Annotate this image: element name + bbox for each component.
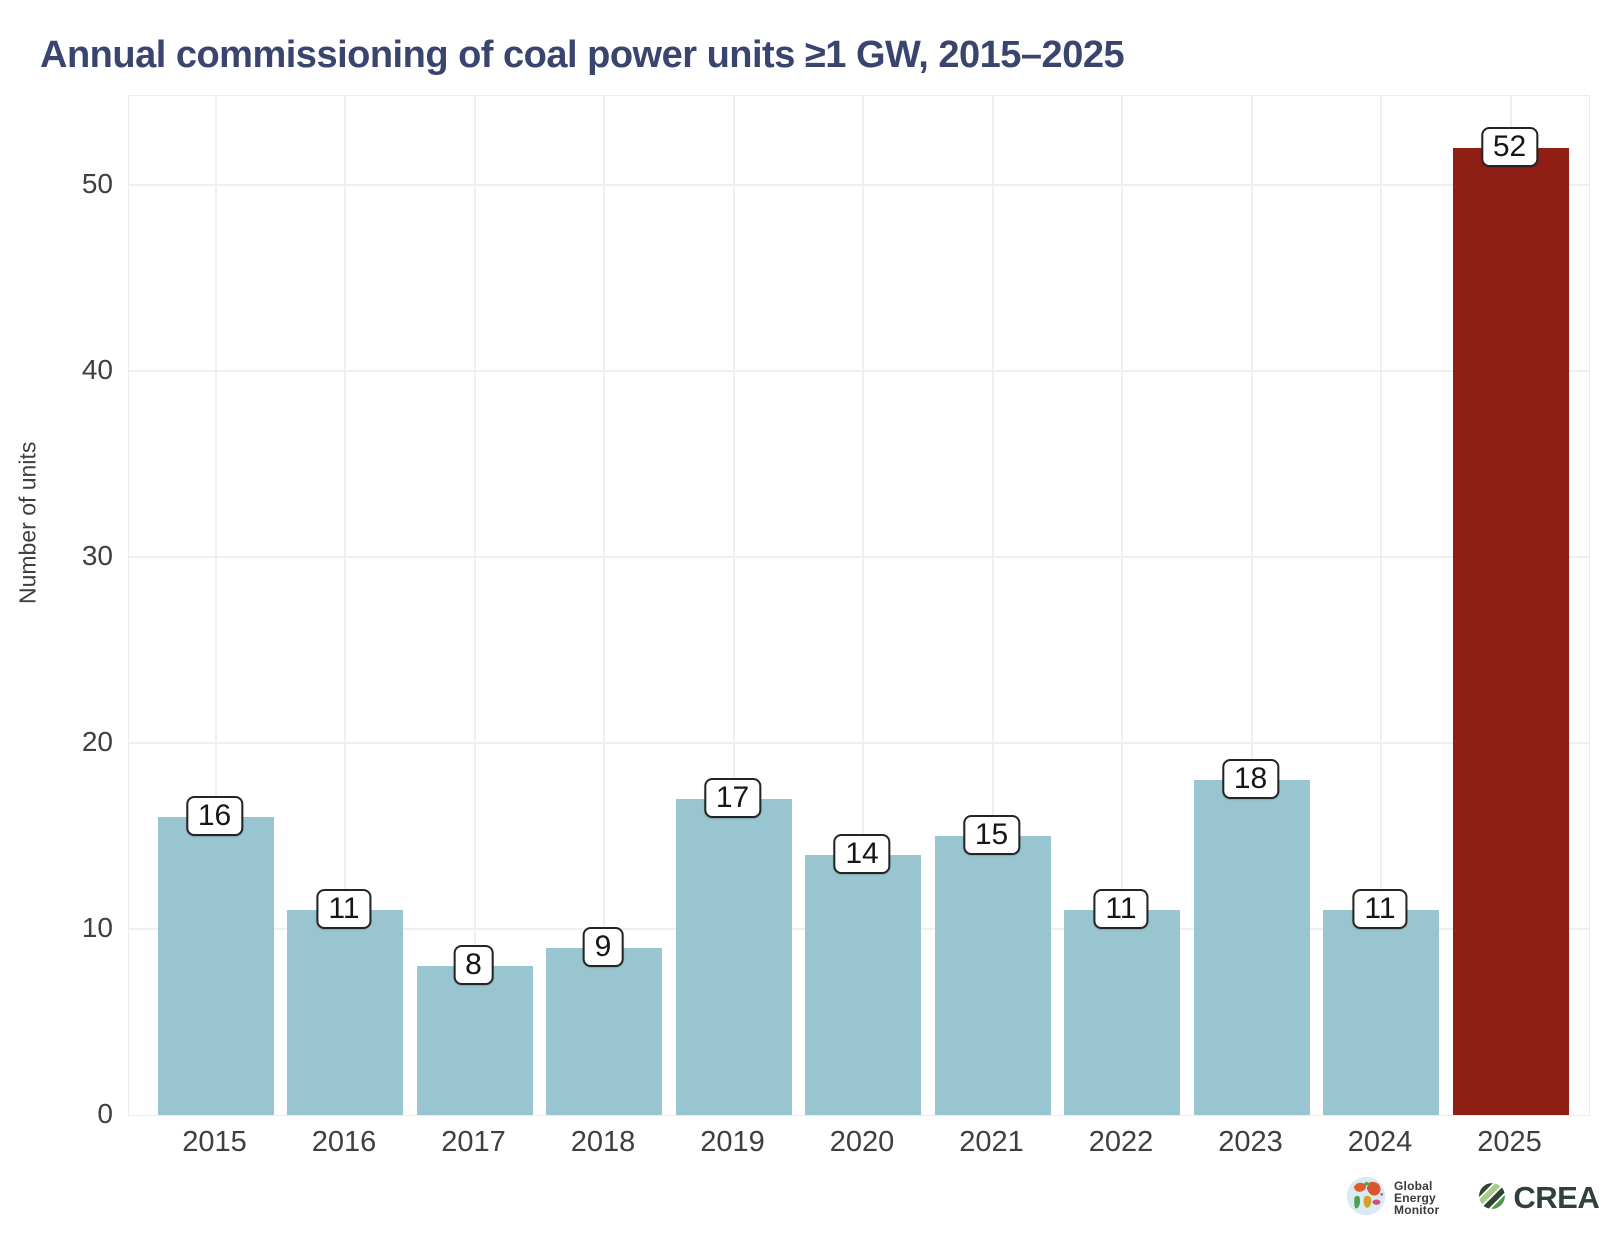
gridline-v-2023: [1250, 96, 1253, 1115]
gem-logo: Global Energy Monitor: [1345, 1175, 1439, 1222]
gridline-v-2020: [862, 96, 864, 1115]
bar-2022: [1064, 910, 1180, 1115]
gridline-v-2022: [1121, 96, 1123, 1115]
y-tick-label-40: 40: [81, 354, 113, 386]
bar-2018: [546, 947, 662, 1115]
gem-text-line3: Monitor: [1394, 1203, 1440, 1217]
value-label-2023: 18: [1221, 759, 1280, 800]
gem-globe-icon: [1345, 1175, 1387, 1222]
crea-logo-text: CREA: [1513, 1180, 1600, 1215]
gridline-v-2019: [732, 96, 735, 1115]
x-tick-label-2018: 2018: [570, 1126, 636, 1158]
x-tick-label-2020: 2020: [829, 1126, 895, 1158]
value-label-2021: 15: [962, 815, 1021, 856]
plot-panel: [128, 95, 1590, 1116]
bar-2017: [416, 966, 533, 1115]
gridline-v-2015: [214, 96, 217, 1115]
gem-text-line1: Global: [1394, 1179, 1433, 1193]
bar-2025: [1452, 148, 1569, 1115]
gridline-v-2016: [344, 96, 346, 1115]
value-label-2019: 17: [703, 777, 762, 818]
value-label-2025: 52: [1480, 127, 1539, 168]
y-tick-label-0: 0: [97, 1098, 113, 1129]
chart-title: Annual commissioning of coal power units…: [40, 34, 1125, 76]
gridline-h-50: [129, 184, 1589, 187]
gem-logo-text: Global Energy Monitor: [1394, 1180, 1439, 1216]
value-label-2017: 8: [453, 945, 494, 986]
gridline-v-2017: [473, 96, 476, 1115]
bar-2019: [675, 798, 792, 1115]
value-label-2020: 14: [833, 833, 891, 874]
gridline-h-20: [129, 742, 1589, 745]
x-tick-label-2015: 2015: [182, 1126, 247, 1158]
crea-logo: CREA: [1474, 1177, 1600, 1216]
y-tick-label-30: 30: [81, 540, 113, 572]
bar-2020: [805, 854, 921, 1115]
value-label-2015: 16: [185, 796, 244, 837]
value-label-2016: 11: [316, 889, 372, 930]
bar-2016: [287, 910, 403, 1115]
gridline-h-30: [129, 556, 1589, 559]
y-tick-label-10: 10: [81, 912, 113, 944]
value-label-2018: 9: [582, 926, 624, 967]
y-tick-label-50: 50: [81, 168, 113, 200]
gridline-h-40: [129, 370, 1589, 373]
gridline-v-2024: [1380, 96, 1382, 1115]
bar-2015: [157, 817, 274, 1115]
x-tick-label-2021: 2021: [959, 1126, 1024, 1158]
x-tick-label-2024: 2024: [1347, 1126, 1413, 1158]
x-tick-label-2016: 2016: [311, 1126, 377, 1158]
x-tick-label-2023: 2023: [1218, 1126, 1283, 1158]
bar-2021: [934, 836, 1051, 1115]
gridline-v-2018: [603, 96, 605, 1115]
gem-text-line2: Energy: [1394, 1191, 1436, 1205]
value-label-2022: 11: [1093, 889, 1149, 930]
footer-logos: Global Energy Monitor CREA: [1345, 1172, 1600, 1224]
bar-2024: [1323, 910, 1439, 1115]
bar-2023: [1193, 780, 1310, 1115]
y-tick-label-20: 20: [81, 726, 113, 758]
crea-leaf-icon: [1474, 1177, 1511, 1216]
x-tick-label-2025: 2025: [1477, 1126, 1542, 1158]
x-tick-label-2019: 2019: [700, 1126, 765, 1158]
gridline-v-2021: [991, 96, 994, 1115]
y-axis-title: Number of units: [14, 441, 41, 604]
x-tick-label-2017: 2017: [441, 1126, 506, 1158]
x-tick-label-2022: 2022: [1088, 1126, 1154, 1158]
value-label-2024: 11: [1352, 889, 1408, 930]
